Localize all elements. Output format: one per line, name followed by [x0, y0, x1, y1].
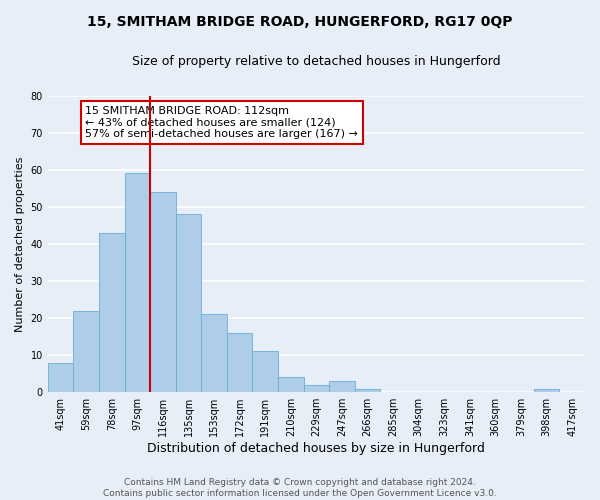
Bar — [534, 388, 559, 392]
Bar — [48, 362, 73, 392]
Bar — [99, 233, 125, 392]
Bar — [125, 174, 150, 392]
Text: 15, SMITHAM BRIDGE ROAD, HUNGERFORD, RG17 0QP: 15, SMITHAM BRIDGE ROAD, HUNGERFORD, RG1… — [87, 15, 513, 29]
Y-axis label: Number of detached properties: Number of detached properties — [15, 156, 25, 332]
Bar — [73, 310, 99, 392]
Text: 15 SMITHAM BRIDGE ROAD: 112sqm
← 43% of detached houses are smaller (124)
57% of: 15 SMITHAM BRIDGE ROAD: 112sqm ← 43% of … — [85, 106, 358, 139]
Bar — [227, 333, 253, 392]
Bar — [150, 192, 176, 392]
Bar — [176, 214, 201, 392]
Title: Size of property relative to detached houses in Hungerford: Size of property relative to detached ho… — [132, 55, 501, 68]
Text: Contains HM Land Registry data © Crown copyright and database right 2024.
Contai: Contains HM Land Registry data © Crown c… — [103, 478, 497, 498]
Bar — [304, 385, 329, 392]
Bar — [278, 378, 304, 392]
X-axis label: Distribution of detached houses by size in Hungerford: Distribution of detached houses by size … — [148, 442, 485, 455]
Bar — [201, 314, 227, 392]
Bar — [329, 381, 355, 392]
Bar — [355, 388, 380, 392]
Bar — [253, 352, 278, 392]
